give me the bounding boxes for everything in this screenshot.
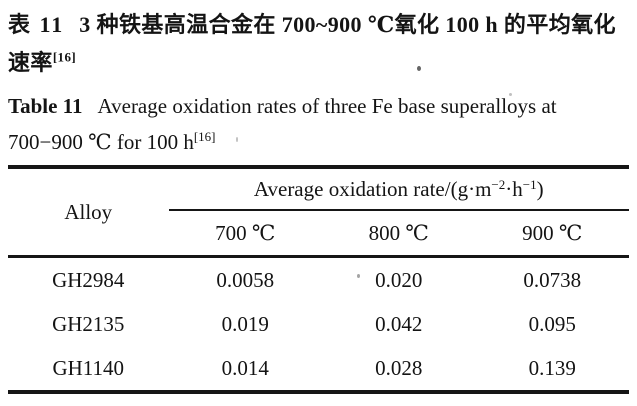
header-row-temperatures: 700 ℃ 800 ℃ 900 ℃ xyxy=(8,210,629,258)
rate-cell: 0.139 xyxy=(528,355,576,380)
caption-english: Table 11 Average oxidation rates of three… xyxy=(8,88,629,160)
caption-chinese-text: 3 种铁基高温合金在 700~900 ℃氧化 100 h 的平均氧化速率 xyxy=(8,12,616,75)
rate-unit-suffix: ) xyxy=(536,176,544,201)
column-header-700c: 700 ℃ xyxy=(168,210,322,258)
table-row: GH1140 0.014 0.028 0.139 xyxy=(8,346,629,392)
scan-artifact xyxy=(417,66,421,71)
rate-cell: 0.042 xyxy=(375,311,423,336)
rate-cell: 0.0058 xyxy=(216,267,275,292)
scan-artifact xyxy=(509,93,512,96)
rate-cell: 0.019 xyxy=(221,311,269,336)
rate-unit-prefix: Average oxidation rate/(g·m xyxy=(253,176,492,201)
oxidation-rate-table: Alloy Average oxidation rate/(g·m−2·h−1)… xyxy=(8,165,629,394)
scan-artifact xyxy=(357,274,360,278)
alloy-cell: GH2984 xyxy=(52,267,125,292)
rate-cell: 0.0738 xyxy=(523,267,582,292)
column-header-800c: 800 ℃ xyxy=(321,210,476,258)
caption-english-text: Average oxidation rates of three Fe base… xyxy=(8,94,557,154)
rate-unit-mid: ·h xyxy=(505,176,523,201)
alloy-cell: GH2135 xyxy=(52,311,125,336)
alloy-cell: GH1140 xyxy=(52,355,125,380)
caption-chinese: 表 11 3 种铁基高温合金在 700~900 ℃氧化 100 h 的平均氧化速率… xyxy=(8,6,629,82)
rate-cell: 0.020 xyxy=(375,267,423,292)
document-page: 表 11 3 种铁基高温合金在 700~900 ℃氧化 100 h 的平均氧化速率… xyxy=(8,6,629,394)
header-row-group: Alloy Average oxidation rate/(g·m−2·h−1) xyxy=(8,167,629,258)
table-row: GH2984 0.0058 0.020 0.0738 xyxy=(8,257,629,303)
rate-cell: 0.095 xyxy=(528,311,576,336)
rate-cell: 0.014 xyxy=(221,355,269,380)
scan-artifact xyxy=(236,137,238,142)
column-group-header-rate: Average oxidation rate/(g·m−2·h−1) xyxy=(168,167,629,211)
caption-chinese-label: 表 11 xyxy=(8,12,65,37)
rate-cell: 0.028 xyxy=(375,355,423,380)
rate-unit-exponent-m: −2 xyxy=(491,176,506,192)
rate-unit-exponent-h: −1 xyxy=(522,176,537,192)
column-header-alloy: Alloy xyxy=(8,167,169,258)
table-row: GH2135 0.019 0.042 0.095 xyxy=(8,302,629,346)
caption-english-citation: [16] xyxy=(193,129,216,144)
column-header-900c: 900 ℃ xyxy=(475,210,629,258)
caption-english-label: Table 11 xyxy=(8,94,83,118)
caption-chinese-citation: [16] xyxy=(52,49,77,65)
